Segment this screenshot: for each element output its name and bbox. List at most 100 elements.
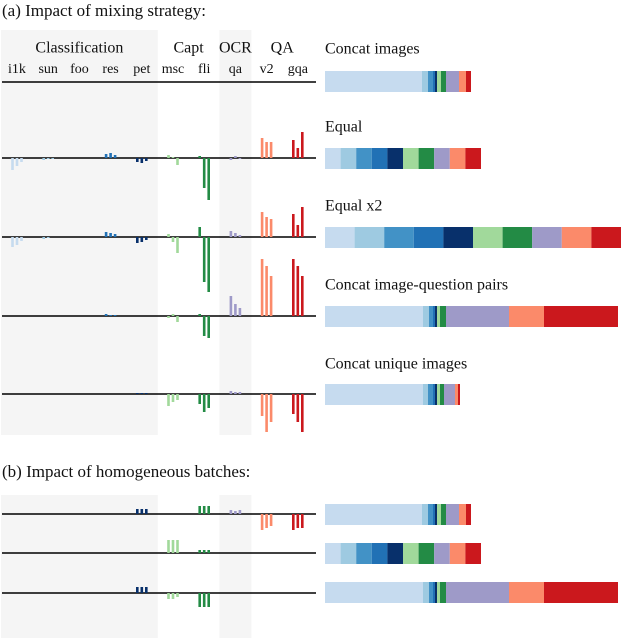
delta-bar <box>176 394 179 400</box>
mixture-segment <box>356 148 372 169</box>
delta-bar <box>292 259 295 316</box>
mixture-segment <box>434 148 450 169</box>
mixture-segment <box>354 227 385 248</box>
mixture-segment <box>387 543 403 564</box>
delta-bar <box>145 393 148 394</box>
delta-bar <box>104 314 108 316</box>
task-label: gqa <box>288 62 309 77</box>
mixture-segment <box>435 582 437 603</box>
delta-bar <box>238 392 242 394</box>
delta-bar <box>136 509 139 514</box>
mixture-segment <box>444 384 455 405</box>
delta-bar <box>229 510 233 514</box>
delta-bar <box>229 231 233 237</box>
mixture-segment <box>473 227 503 248</box>
delta-bar <box>301 276 304 316</box>
delta-bar <box>260 212 264 237</box>
delta-bar <box>207 394 210 408</box>
mixture-segment <box>433 384 435 405</box>
mixture-segment <box>435 306 437 327</box>
delta-bar <box>176 540 179 553</box>
delta-bar <box>42 158 45 160</box>
mixture-segment <box>532 227 562 248</box>
group-label: Capt <box>173 40 204 57</box>
delta-bar <box>20 237 23 241</box>
delta-bar <box>269 394 273 422</box>
mixture-segment <box>325 384 423 405</box>
mixture-segment <box>561 227 592 248</box>
mixture-segment <box>371 148 388 169</box>
mixture-segment <box>437 71 441 92</box>
mixture-segment <box>455 384 458 405</box>
mixture-segment <box>440 384 444 405</box>
delta-bar <box>296 394 300 422</box>
delta-bar <box>140 393 144 394</box>
mixture-segment <box>435 71 437 92</box>
delta-bar <box>167 155 170 158</box>
delta-bar <box>198 314 201 316</box>
mixture-segment <box>422 71 428 92</box>
delta-bar <box>265 217 268 237</box>
delta-bar <box>136 158 139 162</box>
mixture-segment <box>437 504 441 525</box>
mixture-segment <box>413 227 444 248</box>
mixture-segment <box>458 384 460 405</box>
mixture-segment <box>446 582 509 603</box>
delta-bar <box>260 394 264 416</box>
mixture-segment <box>340 543 357 564</box>
delta-bar <box>234 392 237 394</box>
delta-bar <box>234 233 237 237</box>
delta-bar <box>265 266 268 316</box>
delta-bar <box>292 514 295 530</box>
delta-bar <box>202 550 206 553</box>
mixture-segment <box>437 582 440 603</box>
delta-bar <box>202 593 206 607</box>
delta-bar <box>238 510 242 514</box>
task-label: foo <box>70 62 89 77</box>
delta-bar <box>260 138 264 158</box>
delta-bar <box>198 156 201 158</box>
mixture-segment <box>340 148 357 169</box>
delta-bar <box>296 266 300 316</box>
delta-bar <box>176 316 179 322</box>
mixture-segment <box>423 582 429 603</box>
mixture-segment <box>459 504 466 525</box>
delta-bar <box>140 237 144 242</box>
mixture-segment <box>441 504 446 525</box>
delta-bar <box>269 142 273 158</box>
mixture-segment <box>325 71 422 92</box>
delta-bar <box>207 550 210 553</box>
delta-bar <box>198 593 201 607</box>
delta-bar <box>51 158 54 159</box>
delta-bar <box>11 158 14 170</box>
delta-bar <box>269 276 273 316</box>
delta-bar <box>202 316 206 336</box>
delta-bar <box>104 232 108 237</box>
delta-bar <box>136 587 139 593</box>
mixture-segment <box>423 384 428 405</box>
mixture-segment <box>544 306 618 327</box>
delta-bar <box>140 509 144 514</box>
delta-bar <box>202 394 206 412</box>
delta-bar <box>113 315 117 316</box>
mixture-segment <box>429 582 433 603</box>
mixture-segment <box>440 306 446 327</box>
delta-bar <box>198 394 201 404</box>
mixture-segment <box>465 148 481 169</box>
delta-bar <box>171 157 175 158</box>
mixture-segment <box>449 148 466 169</box>
delta-bar <box>269 514 273 526</box>
delta-bar <box>207 593 210 607</box>
mixture-segment <box>403 543 419 564</box>
delta-bar <box>296 225 300 237</box>
mixture-segment <box>325 582 423 603</box>
group-label: Classification <box>35 40 123 57</box>
delta-bar <box>301 207 304 237</box>
mixture-segment <box>509 582 544 603</box>
mixture-segment <box>443 227 473 248</box>
delta-bar <box>176 158 179 165</box>
mixture-segment <box>466 71 471 92</box>
delta-bar <box>292 214 295 237</box>
mixture-segment <box>509 306 544 327</box>
